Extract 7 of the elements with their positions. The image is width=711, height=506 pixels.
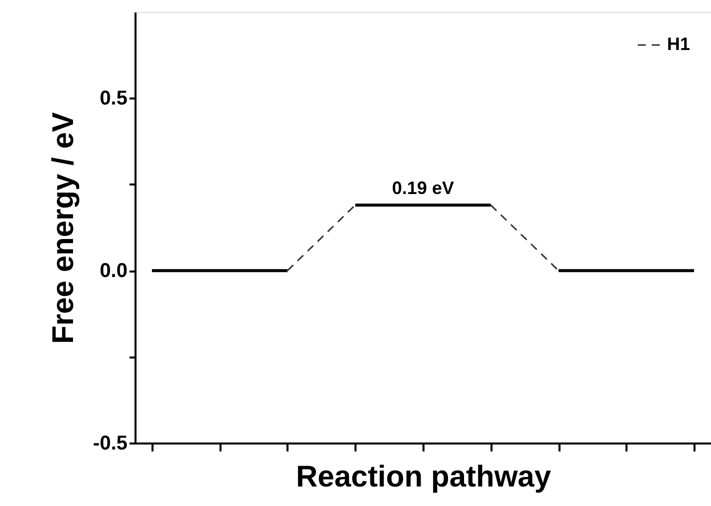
y-tick-label: 0.5 <box>100 88 128 110</box>
y-axis-title: Free energy / eV <box>47 112 80 344</box>
x-axis-title: Reaction pathway <box>296 460 552 494</box>
legend-label: H1 <box>667 34 690 54</box>
y-tick-label: 0.0 <box>100 260 128 282</box>
annotation: 0.19 eV <box>392 178 454 198</box>
y-tick-label: -0.5 <box>93 432 128 454</box>
